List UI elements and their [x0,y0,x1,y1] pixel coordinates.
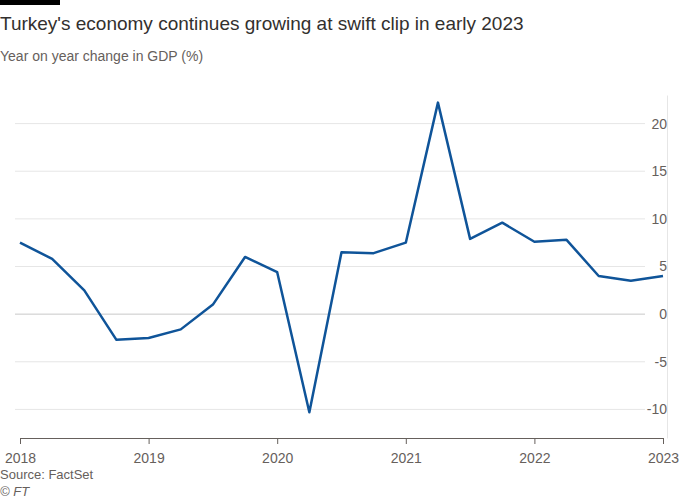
y-tick-label: -5 [655,354,668,370]
x-tick-label: 2018 [5,450,36,466]
y-axis: -10 -5 0 5 10 15 20 [647,96,668,439]
x-tick-mark [534,438,535,444]
y-tick-label: 0 [659,306,667,322]
y-tick: 10 [651,211,667,227]
y-tick: 0 [659,306,667,322]
x-tick: 2020 [262,438,293,466]
brand-bar [0,0,60,5]
grid-line [15,171,645,172]
x-tick-label: 2022 [519,450,550,466]
title: Turkey's economy continues growing at sw… [0,13,524,34]
y-tick-label: 10 [651,211,667,227]
x-tick-mark [20,438,21,444]
x-tick-label: 2021 [391,450,422,466]
x-tick-mark [149,438,150,444]
y-axis-line [667,96,668,439]
x-tick: 2021 [391,438,422,466]
grid-line [15,266,645,267]
y-tick: 5 [659,258,667,274]
x-axis-line [21,438,664,439]
grid [15,124,645,410]
x-tick: 2022 [519,438,550,466]
gdp-line [20,103,663,413]
y-tick-label: 20 [651,116,667,132]
credit: © FT [0,484,30,499]
x-axis: 2018 2019 2020 2021 2022 2023 [5,438,679,466]
y-tick-label: -10 [647,401,667,417]
plot-area [20,103,663,413]
grid-line [15,123,645,124]
y-tick: -10 [647,401,667,417]
x-tick-mark [277,438,278,444]
y-tick-label: 5 [659,258,667,274]
x-tick: 2019 [134,438,165,466]
subtitle: Year on year change in GDP (%) [0,48,203,64]
x-tick-label: 2019 [134,450,165,466]
grid-line [15,361,645,362]
grid-line [15,218,645,219]
x-tick: 2018 [5,438,36,466]
grid-line [15,409,645,410]
y-tick: 20 [651,116,667,132]
x-tick-mark [663,438,664,444]
y-tick: 15 [651,163,667,179]
source: Source: FactSet [0,467,94,482]
y-tick-label: 15 [651,163,667,179]
chart: Turkey's economy continues growing at sw… [0,0,700,500]
x-tick-mark [406,438,407,444]
y-tick: -5 [655,354,668,370]
x-tick: 2023 [648,438,679,466]
x-tick-label: 2023 [648,450,679,466]
x-tick-label: 2020 [262,450,293,466]
